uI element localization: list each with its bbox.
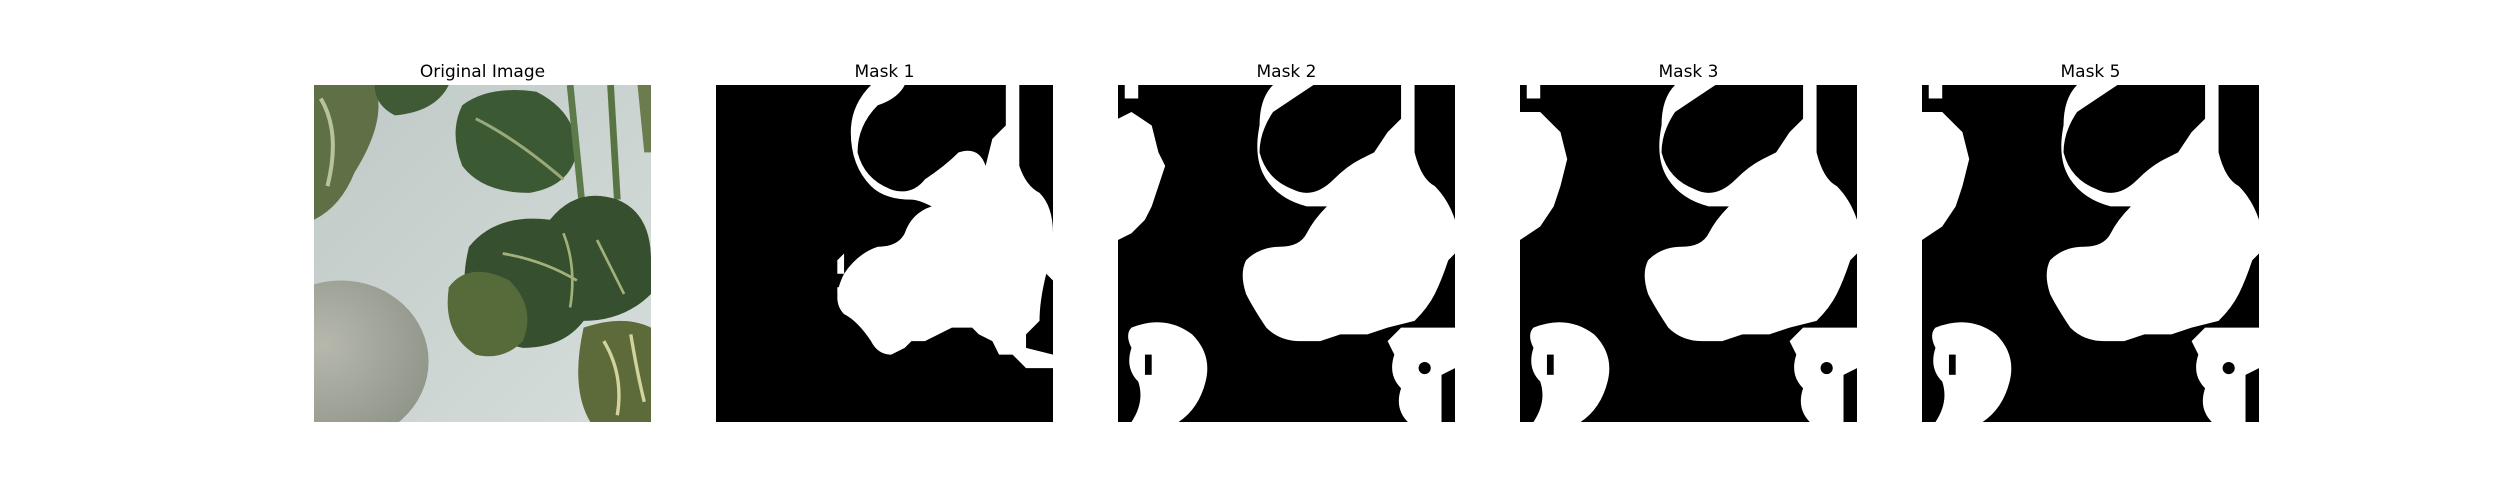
mask-blob-top xyxy=(1242,85,1455,342)
mask-speck xyxy=(837,287,845,294)
panel-mask-3: Mask 3 xyxy=(1520,60,1857,422)
mask-blob-bottom-right xyxy=(1789,327,1857,422)
mask-blob-left xyxy=(1922,111,1970,241)
mask-blob-bottom-left xyxy=(1530,322,1610,422)
mask-blob-top xyxy=(1644,85,1857,342)
mask-blob-bottom-left xyxy=(1932,322,2012,422)
panel-title: Original Image xyxy=(419,62,546,82)
cup-shadow xyxy=(314,280,429,422)
mask-blob-left xyxy=(1520,111,1568,241)
panel-mask-2: Mask 2 xyxy=(1118,60,1455,422)
original-photo xyxy=(314,85,651,422)
mask-blob-top xyxy=(837,85,1053,369)
panel-title: Mask 5 xyxy=(2060,62,2121,82)
mask-image xyxy=(1118,85,1455,422)
panel-title: Mask 3 xyxy=(1658,62,1719,82)
panel-title: Mask 1 xyxy=(854,62,915,82)
panel-title: Mask 2 xyxy=(1256,62,1317,82)
mask-image xyxy=(1520,85,1857,422)
mask-blob-left xyxy=(1118,111,1166,241)
mask-blob-bottom-right xyxy=(2191,327,2259,422)
mask-blob-bottom-left xyxy=(1128,322,1208,422)
panel-mask-1: Mask 1 xyxy=(716,60,1053,422)
leaf-lower xyxy=(447,271,528,357)
panel-mask-5: Mask 5 xyxy=(1922,60,2259,422)
leaf-top-mid xyxy=(374,85,449,116)
mask-blob-top xyxy=(2046,85,2259,342)
panel-original: Original Image xyxy=(314,60,651,422)
mask-image xyxy=(1922,85,2259,422)
mask-blob-bottom-right xyxy=(1387,327,1455,422)
mask-image xyxy=(716,85,1053,422)
